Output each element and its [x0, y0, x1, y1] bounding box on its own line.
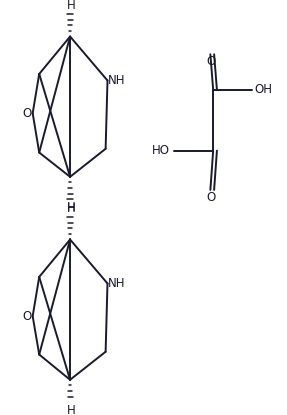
Text: H: H: [67, 202, 75, 215]
Text: O: O: [22, 107, 32, 120]
Text: NH: NH: [108, 74, 126, 87]
Text: H: H: [67, 404, 75, 415]
Text: O: O: [207, 55, 216, 68]
Text: H: H: [67, 0, 75, 12]
Text: H: H: [67, 201, 75, 214]
Text: O: O: [207, 191, 216, 204]
Text: OH: OH: [255, 83, 273, 96]
Text: O: O: [22, 310, 32, 323]
Text: NH: NH: [108, 277, 126, 290]
Text: HO: HO: [152, 144, 170, 157]
